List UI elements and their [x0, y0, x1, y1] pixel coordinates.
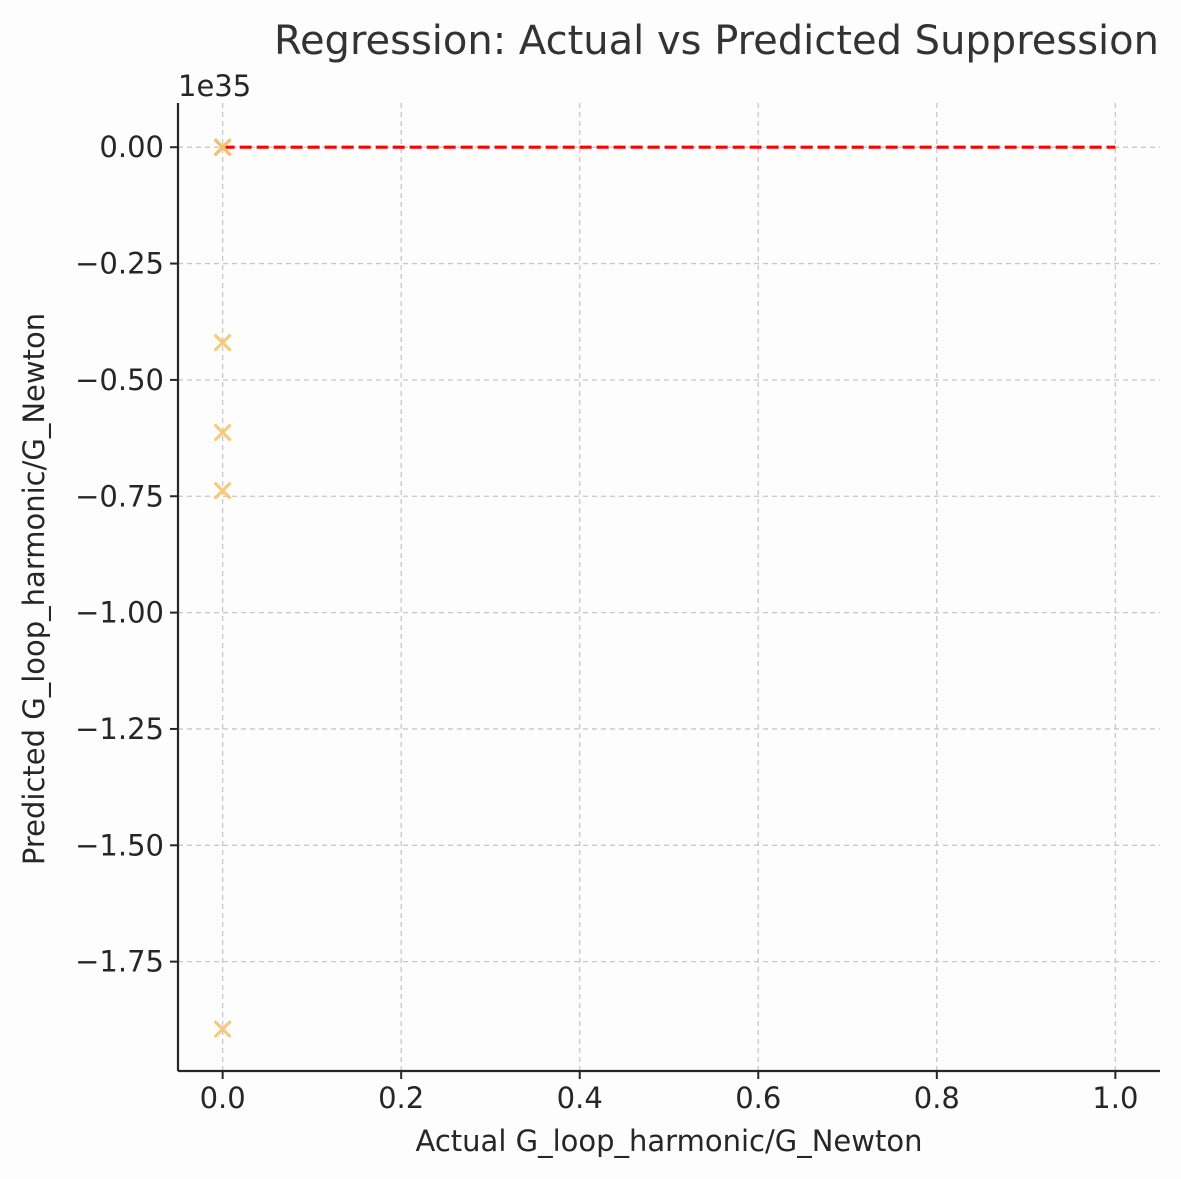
x-tick-label: 1.0 [1092, 1081, 1138, 1115]
y-tick-label: −0.25 [75, 247, 164, 281]
data-point [214, 482, 232, 500]
y-tick-label: −1.75 [75, 945, 164, 979]
y-tick-label: 0.00 [99, 130, 164, 164]
y-tick-label: −1.00 [75, 596, 164, 630]
data-point [214, 423, 232, 442]
y-tick-label: −0.75 [75, 479, 164, 513]
x-tick-label: 0.6 [735, 1081, 781, 1115]
y-offset-label: 1e35 [178, 69, 251, 103]
data-point [214, 334, 232, 352]
y-tick-label: −1.50 [75, 828, 164, 862]
x-tick-label: 0.8 [914, 1081, 960, 1115]
grid [178, 103, 1160, 1071]
y-axis-label: Predicted G_loop_harmonic/G_Newton [17, 313, 51, 865]
x-tick-label: 0.0 [200, 1081, 246, 1115]
data-point [214, 1020, 232, 1038]
x-tick-label: 0.2 [378, 1081, 424, 1115]
x-axis-label: Actual G_loop_harmonic/G_Newton [416, 1124, 923, 1158]
axes: 0.0 0.2 0.4 0.6 0.8 1.0 0.00 −0.25 −0.50 −0.75 −1.… [75, 103, 1160, 1115]
y-tick-label: −1.25 [75, 712, 164, 746]
data-points [214, 138, 232, 1038]
data-point [214, 138, 232, 156]
y-tick-label: −0.50 [75, 363, 164, 397]
chart-title: Regression: Actual vs Predicted Suppress… [274, 18, 1159, 64]
x-tick-label: 0.4 [557, 1081, 603, 1115]
